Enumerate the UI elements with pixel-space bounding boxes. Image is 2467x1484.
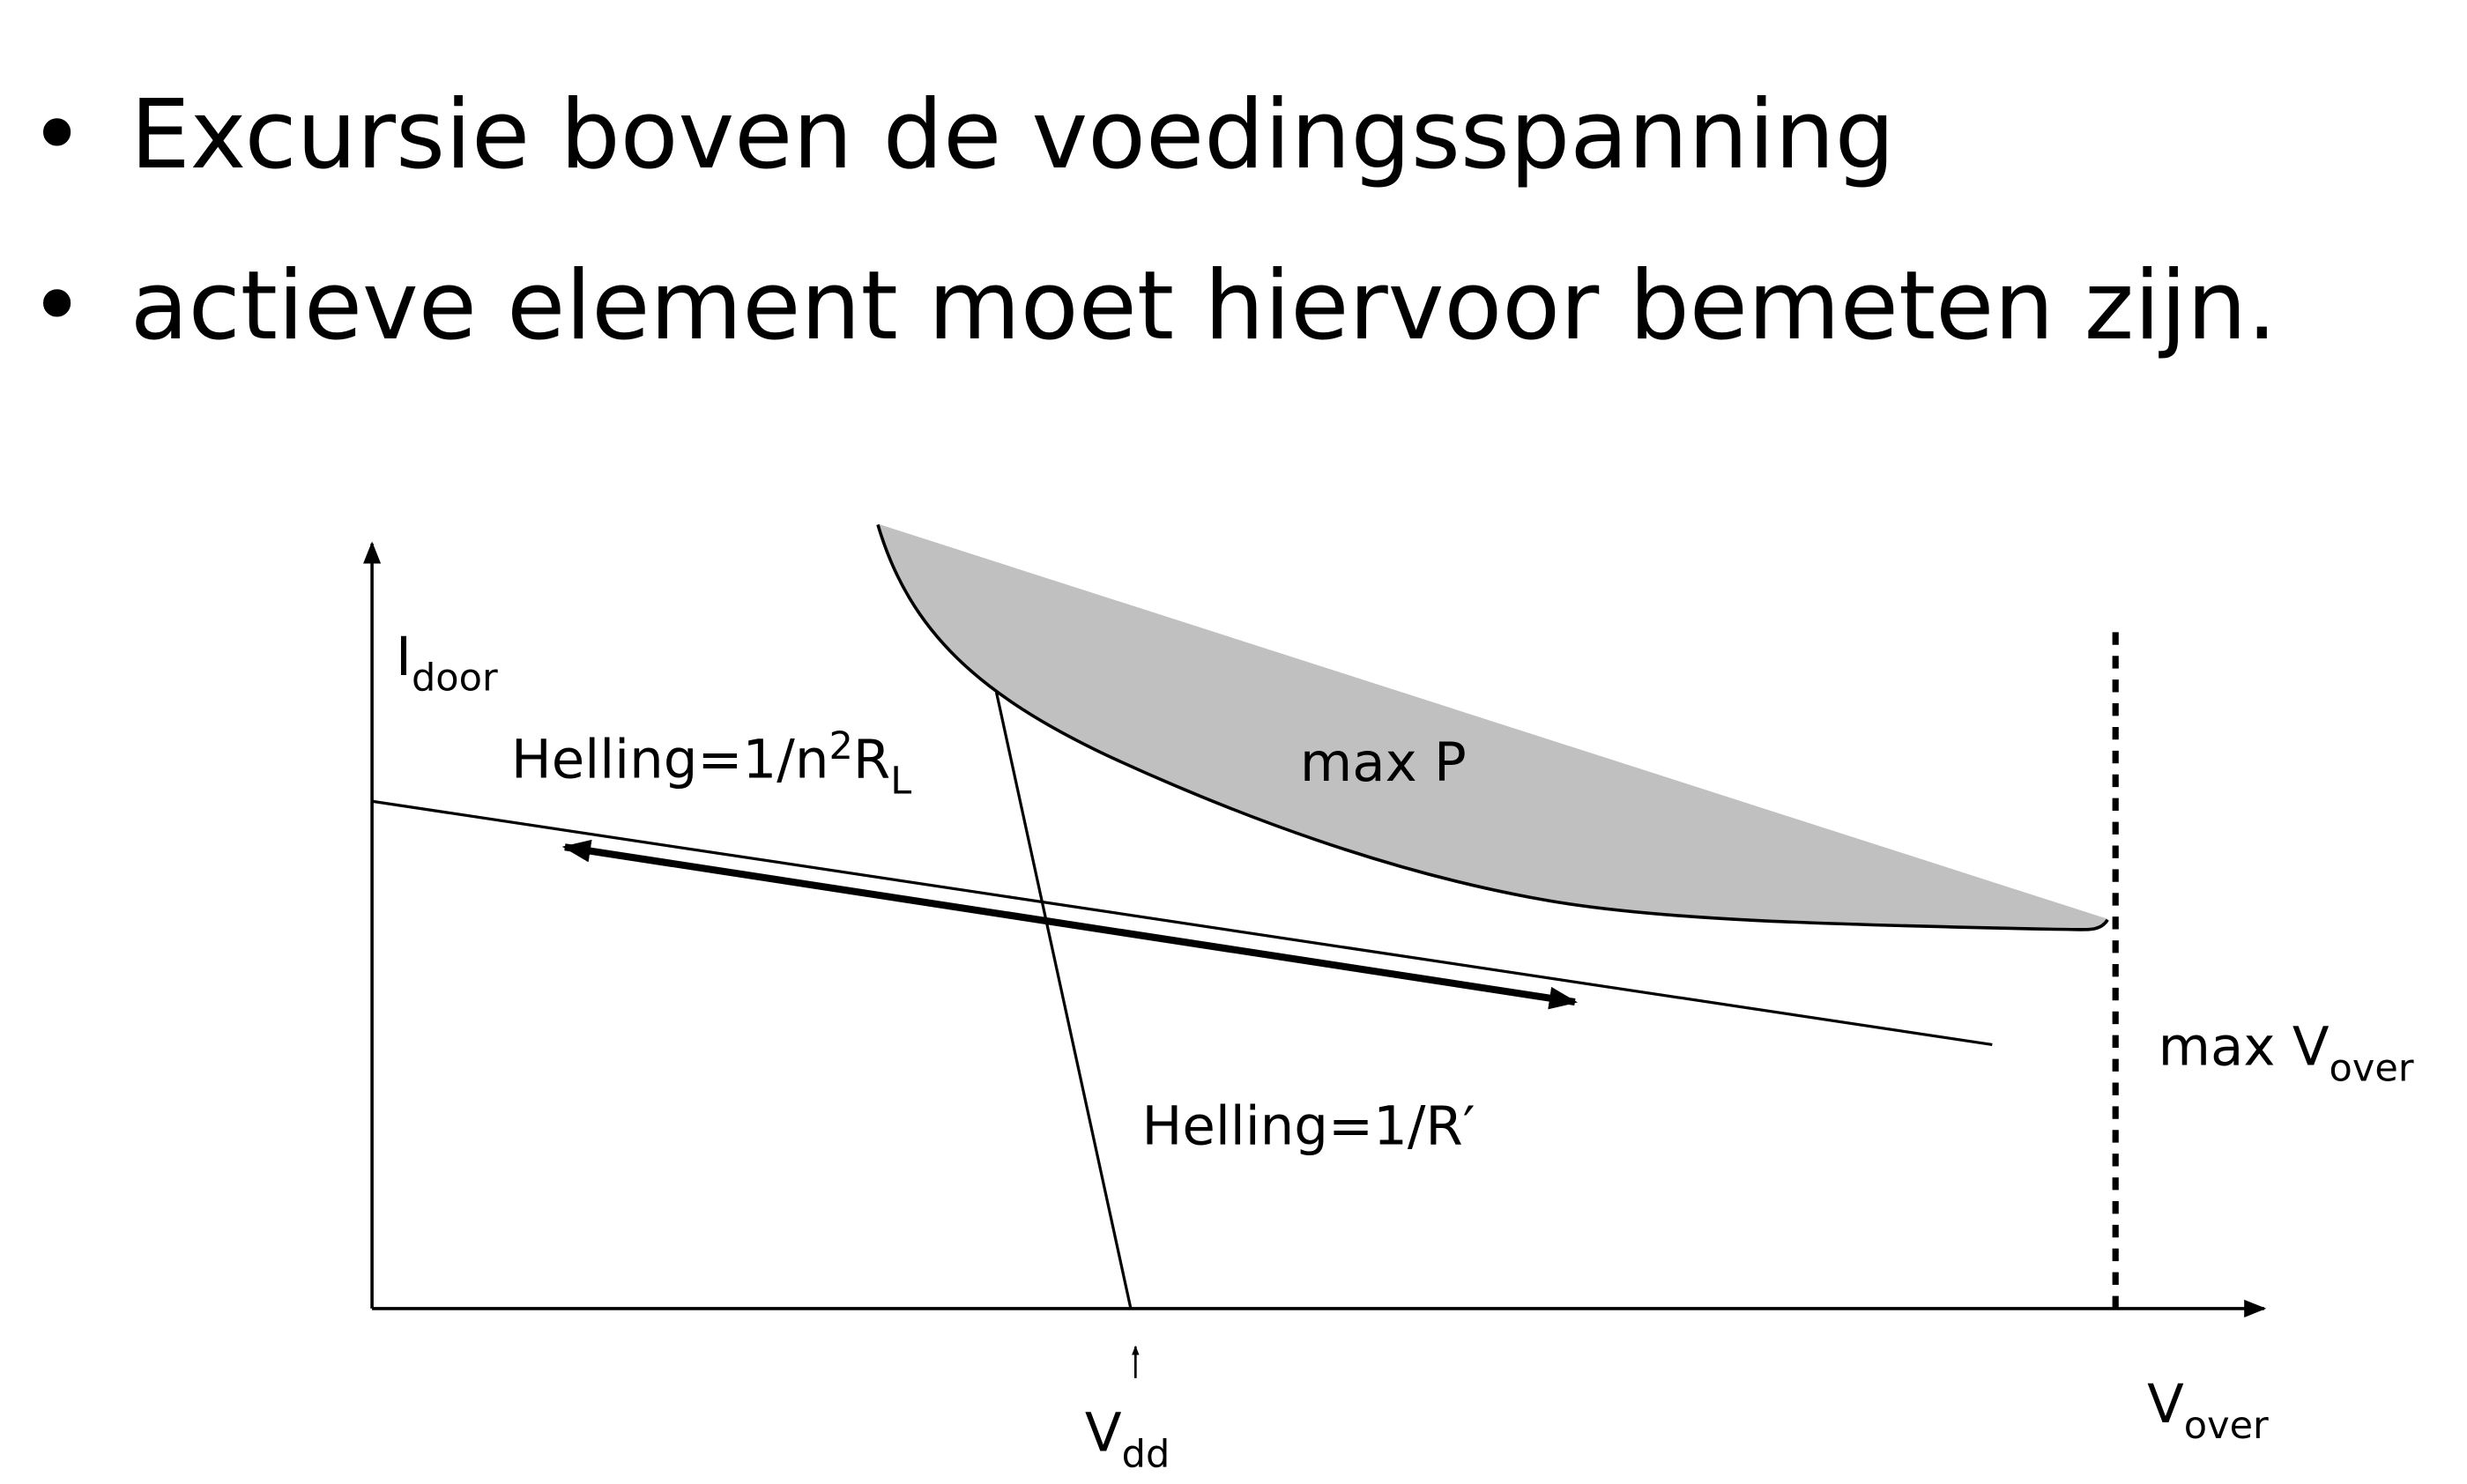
load-line-label: Helling=1/n2RL — [511, 724, 911, 803]
excursion-arrow — [561, 839, 1579, 1010]
source-line — [994, 692, 1133, 1310]
max-power-region — [877, 524, 2108, 930]
limit-label: max Vover — [2159, 1016, 2414, 1091]
bullet-text-2: actieve element moet hiervoor bemeten zi… — [130, 251, 2278, 361]
max-power-boundary-line — [877, 523, 2108, 921]
source-line-label: Helling=1/R′ — [1141, 1094, 1475, 1157]
x-axis-label: Vover — [2147, 1373, 2269, 1448]
y-axis-label: Idoor — [396, 626, 498, 701]
bullet-symbol: • — [29, 80, 85, 190]
bullet-text-1: Excursie boven de voedingsspanning — [130, 80, 1895, 190]
region-label: max P — [1300, 731, 1467, 794]
bullet-symbol: • — [29, 251, 85, 361]
vdd-label: Vdd — [1085, 1401, 1170, 1476]
